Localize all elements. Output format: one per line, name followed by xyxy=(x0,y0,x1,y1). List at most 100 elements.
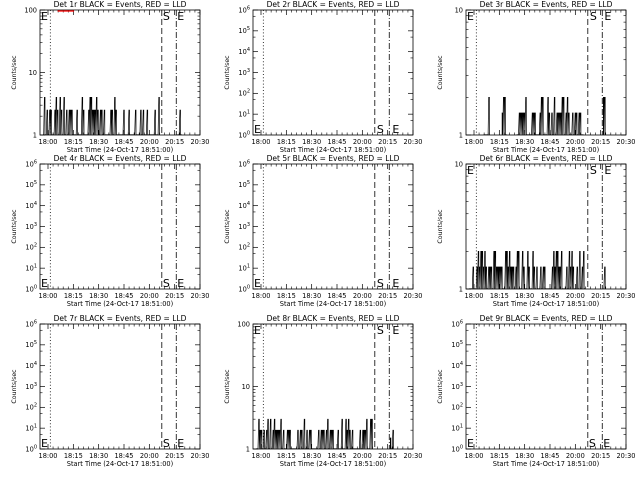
marker-label-e: E xyxy=(467,437,474,450)
x-tick-label: 20:30 xyxy=(616,452,635,460)
chart-title: Det 4r BLACK = Events, RED = LLD xyxy=(54,154,187,163)
y-tick-label: 101 xyxy=(238,264,250,273)
x-tick-label: 18:45 xyxy=(327,138,346,146)
plot-frame xyxy=(252,163,414,290)
marker-label-e: E xyxy=(177,10,184,23)
marker-label-e: E xyxy=(177,437,184,450)
x-axis-label: Start Time (24-Oct-17 18:51:00) xyxy=(280,460,386,468)
chart-panel-7: Det 7r BLACK = Events, RED = LLD 100 101 10… xyxy=(11,314,210,468)
y-tick-label: 105 xyxy=(451,340,463,349)
marker-label-e: E xyxy=(392,324,399,337)
marker-label-e: E xyxy=(41,437,48,450)
y-tick-label: 102 xyxy=(451,403,463,412)
y-tick-label: 106 xyxy=(25,319,37,328)
chart-panel-6: Det 6r BLACK = Events, RED = LLD 1 10 18:00… xyxy=(437,154,636,308)
x-tick-label: 20:30 xyxy=(190,292,209,300)
x-tick-label: 18:45 xyxy=(327,292,346,300)
y-tick-label: 104 xyxy=(238,47,250,56)
x-tick-label: 20:30 xyxy=(190,452,209,460)
x-tick-label: 18:00 xyxy=(251,452,270,460)
x-tick-label: 18:00 xyxy=(464,138,483,146)
marker-label-e: E xyxy=(177,277,184,290)
y-tick-label: 10 xyxy=(29,69,37,77)
y-tick-label: 1 xyxy=(459,131,463,139)
x-tick-label: 18:30 xyxy=(302,292,321,300)
x-tick-label: 20:00 xyxy=(566,138,585,146)
x-tick-label: 18:15 xyxy=(490,292,509,300)
x-tick-label: 18:30 xyxy=(515,138,534,146)
x-tick-label: 18:15 xyxy=(277,452,296,460)
y-axis-label: Counts/sec xyxy=(11,55,18,90)
marker-label-s: S xyxy=(377,123,384,136)
y-tick-label: 105 xyxy=(238,26,250,35)
marker-label-s: S xyxy=(163,277,170,290)
x-tick-label: 20:15 xyxy=(378,292,397,300)
chart-title: Det 1r BLACK = Events, RED = LLD xyxy=(54,0,187,9)
y-axis-label: Counts/sec xyxy=(437,55,444,90)
y-tick-label: 103 xyxy=(25,222,37,231)
y-tick-label: 103 xyxy=(238,68,250,77)
y-tick-label: 106 xyxy=(25,159,37,168)
marker-label-e: E xyxy=(604,10,611,23)
x-tick-label: 18:15 xyxy=(64,138,83,146)
series-events-segment xyxy=(389,429,394,450)
x-tick-label: 20:30 xyxy=(403,138,422,146)
chart-title: Det 2r BLACK = Events, RED = LLD xyxy=(267,0,400,9)
x-tick-label: 18:30 xyxy=(89,292,108,300)
y-tick-label: 10 xyxy=(242,383,250,391)
x-tick-label: 18:15 xyxy=(277,292,296,300)
y-tick-label: 102 xyxy=(25,403,37,412)
x-axis-label: Start Time (24-Oct-17 18:51:00) xyxy=(280,300,386,308)
y-tick-label: 101 xyxy=(238,110,250,119)
y-tick-label: 104 xyxy=(238,201,250,210)
plot-frame xyxy=(39,9,201,136)
y-tick-label: 101 xyxy=(25,264,37,273)
x-axis-label: Start Time (24-Oct-17 18:51:00) xyxy=(67,146,173,154)
y-axis-label: Counts/sec xyxy=(224,369,231,404)
marker-label-e: E xyxy=(254,324,261,337)
x-tick-label: 20:30 xyxy=(616,292,635,300)
x-tick-label: 18:15 xyxy=(64,292,83,300)
y-tick-label: 102 xyxy=(238,89,250,98)
chart-title: Det 9r BLACK = Events, RED = LLD xyxy=(480,314,613,323)
x-tick-label: 20:00 xyxy=(566,452,585,460)
y-axis-label: Counts/sec xyxy=(224,209,231,244)
y-tick-label: 104 xyxy=(25,201,37,210)
x-tick-label: 18:00 xyxy=(251,292,270,300)
x-tick-label: 18:30 xyxy=(89,138,108,146)
y-axis-label: Counts/sec xyxy=(437,369,444,404)
y-tick-label: 105 xyxy=(238,180,250,189)
y-tick-label: 1 xyxy=(459,285,463,293)
x-tick-label: 18:15 xyxy=(490,138,509,146)
x-tick-label: 20:15 xyxy=(165,138,184,146)
x-axis-label: Start Time (24-Oct-17 18:51:00) xyxy=(67,300,173,308)
y-tick-label: 100 xyxy=(451,444,463,453)
chart-title: Det 3r BLACK = Events, RED = LLD xyxy=(480,0,613,9)
series-events-segment xyxy=(483,97,490,136)
y-tick-label: 100 xyxy=(238,130,250,139)
x-tick-label: 18:15 xyxy=(490,452,509,460)
x-axis-label: Start Time (24-Oct-17 18:51:00) xyxy=(280,146,386,154)
y-tick-label: 100 xyxy=(237,320,250,328)
series-events-segment xyxy=(602,97,606,135)
x-tick-label: 20:00 xyxy=(566,292,585,300)
y-tick-label: 102 xyxy=(238,243,250,252)
chart-title: Det 7r BLACK = Events, RED = LLD xyxy=(54,314,187,323)
y-tick-label: 106 xyxy=(238,5,250,14)
x-tick-label: 18:00 xyxy=(38,292,57,300)
y-tick-label: 10 xyxy=(455,6,463,14)
x-tick-label: 18:00 xyxy=(251,138,270,146)
y-tick-label: 100 xyxy=(238,284,250,293)
plot-frame xyxy=(39,163,201,290)
series-events-segment xyxy=(501,97,507,136)
marker-label-e: E xyxy=(467,164,474,177)
x-tick-label: 18:45 xyxy=(540,138,559,146)
x-tick-label: 20:15 xyxy=(591,138,610,146)
chart-panel-1: Det 1r BLACK = Events, RED = LLD 1 10 100 18… xyxy=(11,0,210,154)
chart-panel-3: Det 3r BLACK = Events, RED = LLD 1 10 18:00… xyxy=(437,0,636,154)
x-tick-label: 20:00 xyxy=(140,292,159,300)
chart-title: Det 5r BLACK = Events, RED = LLD xyxy=(267,154,400,163)
x-tick-label: 18:45 xyxy=(114,292,133,300)
x-axis-label: Start Time (24-Oct-17 18:51:00) xyxy=(493,146,599,154)
